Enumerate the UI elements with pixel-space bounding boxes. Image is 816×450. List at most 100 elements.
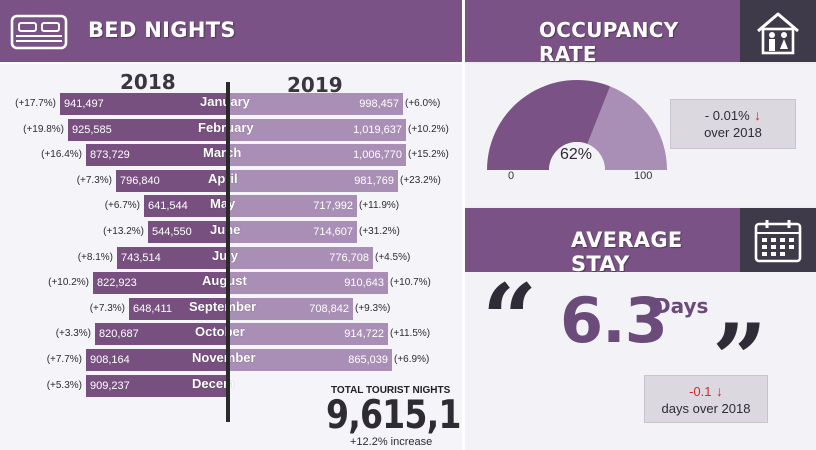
bed-nights-title: BED NIGHTS bbox=[88, 18, 236, 42]
value-2019: 717,992 bbox=[313, 200, 353, 213]
value-2018: 648,411 bbox=[133, 302, 172, 315]
value-2018: 822,923 bbox=[97, 277, 137, 290]
bar-2019 bbox=[228, 246, 373, 269]
down-arrow-icon: ↓ bbox=[754, 107, 762, 123]
bar-2019 bbox=[228, 349, 392, 371]
bar-2019 bbox=[228, 118, 406, 141]
occupancy-gauge bbox=[487, 80, 667, 170]
total-increase: +12.2% increase bbox=[350, 436, 433, 448]
average-stay-change-value: -0.1 bbox=[689, 384, 712, 399]
change-2018: (+6.7%) bbox=[104, 200, 140, 212]
occupancy-header: OCCUPANCY RATE bbox=[465, 0, 740, 66]
change-2018: (+19.8%) bbox=[23, 123, 64, 135]
occupancy-change-sub: over 2018 bbox=[704, 125, 762, 140]
vertical-separator bbox=[462, 0, 465, 450]
bar-2019 bbox=[228, 323, 388, 346]
value-2019: 998,457 bbox=[359, 98, 399, 110]
month-label: May bbox=[210, 196, 236, 212]
change-2019: (+11.9%) bbox=[359, 200, 400, 212]
change-2019: (+10.2%) bbox=[408, 123, 449, 135]
value-2018: 544,550 bbox=[152, 226, 192, 238]
change-2018: (+7.3%) bbox=[76, 174, 112, 186]
change-2018: (+8.1%) bbox=[77, 251, 113, 263]
open-quote-icon: “ bbox=[482, 263, 538, 376]
change-2018: (+13.2%) bbox=[103, 226, 144, 237]
occupancy-change-value: - 0.01% bbox=[704, 108, 750, 123]
bed-nights-header: BED NIGHTS bbox=[0, 0, 462, 62]
value-2019: 776,708 bbox=[329, 251, 369, 264]
month-label: February bbox=[198, 117, 254, 139]
bar-2018 bbox=[86, 144, 228, 167]
value-2019: 865,039 bbox=[348, 354, 388, 366]
value-2018: 909,237 bbox=[90, 379, 130, 392]
month-label: October bbox=[195, 324, 245, 340]
bar-2018 bbox=[144, 195, 228, 218]
bar-2018 bbox=[86, 374, 228, 397]
change-2018: (+10.2%) bbox=[48, 277, 89, 289]
bar-2018 bbox=[86, 349, 228, 371]
occupancy-rate-value: 62% bbox=[560, 146, 593, 163]
bar-2019 bbox=[228, 221, 357, 243]
month-label: August bbox=[202, 273, 247, 289]
bar-2018 bbox=[116, 169, 228, 192]
occupancy-title: OCCUPANCY RATE bbox=[539, 18, 679, 66]
change-2018: (+5.3%) bbox=[46, 379, 82, 391]
average-stay-title: AVERAGE STAY bbox=[571, 228, 683, 276]
month-label: January bbox=[200, 94, 250, 109]
value-2019: 714,607 bbox=[313, 226, 353, 238]
bar-2018 bbox=[148, 221, 228, 243]
value-2019: 910,643 bbox=[344, 277, 384, 290]
year-2018-label: 2018 bbox=[120, 70, 176, 94]
down-arrow-icon: ↓ bbox=[715, 383, 723, 399]
value-2018: 820,687 bbox=[99, 328, 139, 341]
occupancy-change-callout: - 0.01% ↓ over 2018 bbox=[670, 99, 796, 149]
gauge-max-label: 100 bbox=[634, 170, 653, 182]
value-2018: 941,497 bbox=[64, 98, 104, 110]
gauge-min-label: 0 bbox=[508, 170, 515, 182]
month-label: September bbox=[189, 298, 257, 314]
gauge-hub bbox=[549, 142, 605, 170]
average-stay-change-callout: -0.1 ↓ days over 2018 bbox=[644, 375, 768, 423]
change-2019: (+15.2%) bbox=[408, 149, 449, 161]
bar-2018 bbox=[129, 297, 228, 320]
bar-2019 bbox=[228, 144, 406, 167]
value-2019: 914,722 bbox=[344, 328, 384, 341]
center-divider bbox=[226, 82, 230, 422]
value-2018: 796,840 bbox=[120, 174, 160, 187]
bar-2018 bbox=[60, 93, 228, 115]
change-2019: (+23.2%) bbox=[400, 174, 441, 186]
month-label: Decem bbox=[192, 375, 235, 391]
value-2018: 925,585 bbox=[72, 123, 112, 136]
average-stay-icon-box bbox=[740, 208, 816, 272]
value-2018: 641,544 bbox=[148, 200, 188, 213]
value-2019: 708,842 bbox=[309, 302, 349, 315]
value-2019: 981,769 bbox=[354, 174, 394, 187]
change-2018: (+3.3%) bbox=[55, 328, 91, 340]
bar-2019 bbox=[228, 297, 353, 320]
header-separator bbox=[0, 62, 462, 64]
change-2019: (+4.5%) bbox=[375, 251, 411, 263]
bar-2019 bbox=[228, 93, 403, 115]
change-2019: (+6.9%) bbox=[394, 354, 430, 365]
change-2019: (+9.3%) bbox=[355, 302, 391, 314]
bed-icon bbox=[10, 14, 68, 50]
bar-2019 bbox=[228, 195, 357, 218]
month-label: July bbox=[212, 247, 239, 263]
house-people-icon bbox=[754, 9, 802, 55]
change-2019: (+11.5%) bbox=[390, 328, 431, 340]
change-2019: (+6.0%) bbox=[405, 98, 441, 109]
bar-2018 bbox=[68, 118, 228, 141]
change-2018: (+17.7%) bbox=[15, 98, 56, 109]
month-label: April bbox=[208, 170, 238, 186]
bar-2018 bbox=[93, 272, 228, 295]
average-stay-change-sub: days over 2018 bbox=[661, 401, 751, 416]
change-2018: (+7.3%) bbox=[89, 302, 125, 314]
change-2018: (+16.4%) bbox=[41, 149, 82, 161]
bar-2018 bbox=[95, 323, 228, 346]
average-stay-value: 6.3 bbox=[560, 284, 668, 357]
change-2019: (+31.2%) bbox=[359, 226, 400, 237]
month-label: March bbox=[203, 145, 242, 161]
change-2019: (+10.7%) bbox=[390, 277, 431, 289]
calendar-icon bbox=[753, 218, 803, 264]
bar-2019 bbox=[228, 169, 398, 192]
